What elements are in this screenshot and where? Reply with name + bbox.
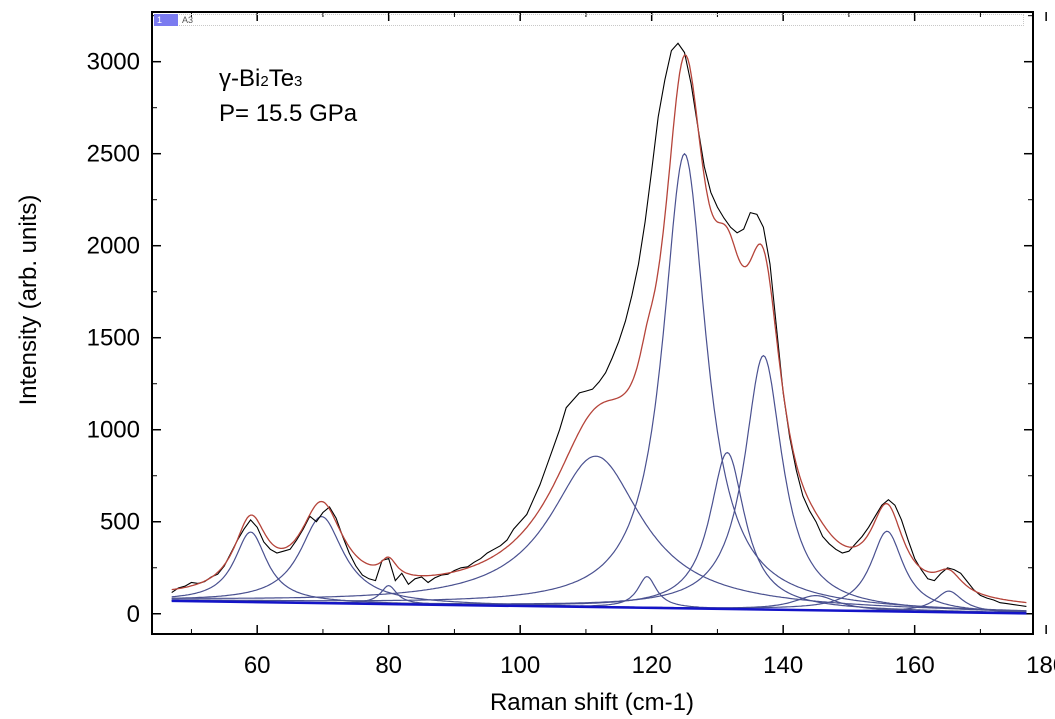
x-tick-label: 120 [632, 652, 672, 679]
x-tick-label: 100 [500, 652, 540, 679]
pressure-label: P= 15.5 GPa [219, 100, 358, 127]
y-tick-label: 3000 [87, 49, 140, 76]
sample-prefix: γ-Bi [219, 65, 260, 92]
x-tick-label: 80 [375, 652, 402, 679]
fit-component-peak [171, 515, 1027, 614]
y-tick-label: 500 [100, 509, 140, 536]
y-tick-label: 1000 [87, 417, 140, 444]
plot-frame [151, 11, 1034, 635]
y-axis-tick-labels: 0 500 1000 1500 2000 2500 3000 [87, 49, 140, 628]
fit-layer [171, 54, 1027, 604]
experimental-spectrum-line [171, 42, 1027, 607]
fit-component-peak [171, 530, 1027, 613]
y-axis-ticks [152, 15, 1033, 615]
fit-component-peak [171, 455, 1027, 612]
y-axis-title: Intensity (arb. units) [15, 195, 42, 406]
fit-components [171, 152, 1027, 614]
fit-component-peak [171, 354, 1027, 613]
y-tick-label: 2500 [87, 141, 140, 168]
x-axis-tick-labels: 60 80 100 120 140 160 180 [244, 652, 1055, 679]
sample-sub-2: 3 [294, 73, 302, 90]
y-tick-label: 1500 [87, 325, 140, 352]
sample-mid: Te [269, 65, 294, 92]
sample-sub-1: 2 [260, 73, 268, 90]
baseline-layer [171, 599, 1027, 615]
x-axis-title: Raman shift (cm-1) [490, 689, 694, 716]
cumulative-fit-line [171, 54, 1027, 604]
page-tab-a3[interactable]: A3 [182, 15, 194, 25]
x-tick-label: 60 [244, 652, 271, 679]
x-tick-label: 160 [895, 652, 935, 679]
page-tab-strip [154, 14, 1024, 26]
y-tick-label: 0 [127, 601, 140, 628]
y-tick-label: 2000 [87, 233, 140, 260]
page-tab-1[interactable]: 1 [154, 14, 178, 26]
sample-label: γ-Bi2Te3 [219, 65, 302, 92]
x-tick-label: 140 [763, 652, 803, 679]
experimental-layer [171, 42, 1027, 607]
fit-component-peak [171, 152, 1027, 612]
baseline-line [171, 599, 1027, 615]
x-tick-label: 180 [1026, 652, 1055, 679]
